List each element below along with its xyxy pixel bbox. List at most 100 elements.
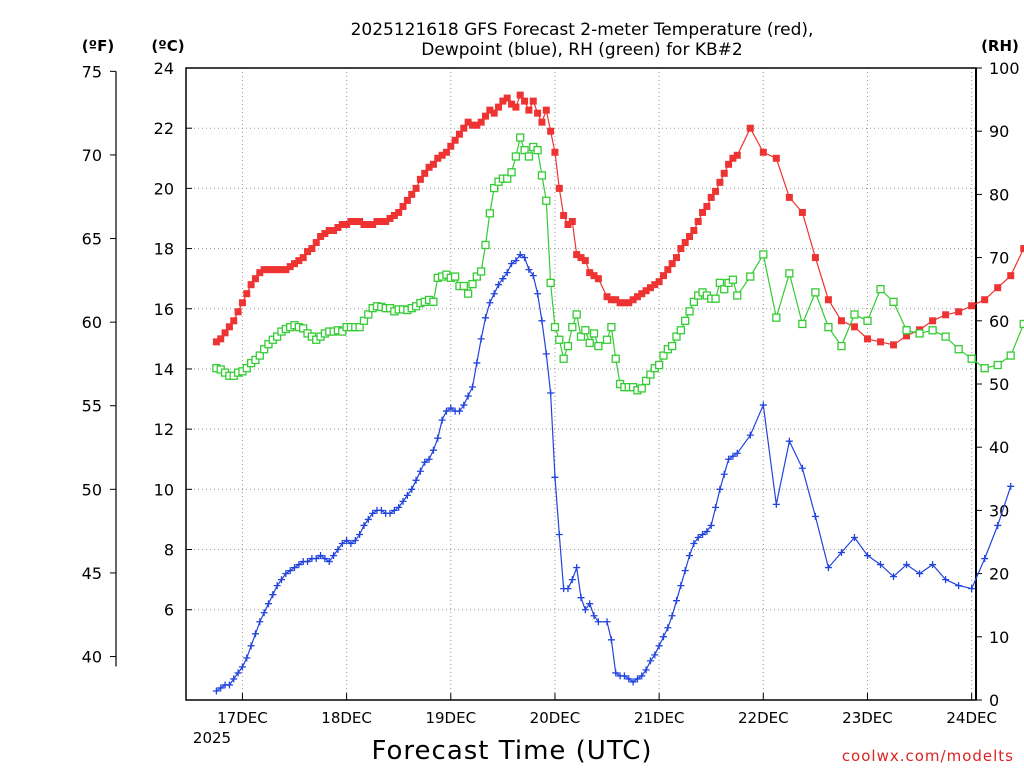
dewpoint-point (629, 678, 637, 686)
rh-point (507, 168, 516, 177)
dewpoint-point (247, 642, 255, 650)
temperature-point (330, 227, 338, 235)
rh-point (668, 341, 677, 351)
x-tick-label: 20DEC (530, 709, 581, 727)
dewpoint-point (903, 561, 911, 569)
temperature-point (486, 106, 494, 114)
dewpoint-point (304, 558, 312, 566)
dewpoint-point (390, 506, 398, 514)
rh-point (672, 332, 681, 341)
temperature-point (903, 332, 911, 340)
temperature-point (642, 287, 650, 295)
dewpoint-point (291, 564, 299, 572)
temperature-point (251, 275, 259, 283)
dewpoint-point (343, 536, 351, 544)
temperature-point (277, 266, 285, 274)
dewpoint-point (837, 549, 845, 557)
dewpoint-point (772, 500, 780, 508)
temperature-point (234, 308, 242, 316)
dewpoint-point (573, 564, 581, 572)
temperature-point (416, 175, 424, 183)
x-tick-label: 23DEC (842, 709, 893, 727)
x-tick-label: 18DEC (321, 709, 372, 727)
rh-point (1019, 319, 1024, 329)
rh-point (641, 376, 651, 385)
dewpoint-point (668, 612, 676, 620)
rh-point (520, 146, 529, 155)
fahrenheit-tick-label: 50 (82, 480, 102, 499)
dewpoint-point (942, 576, 950, 584)
temperature-point (408, 190, 416, 198)
plot-frame (185, 67, 977, 701)
dewpoint-point (490, 290, 498, 298)
dewpoint-point (351, 536, 359, 544)
temperature-point (625, 299, 633, 307)
temperature-point (473, 121, 481, 129)
temperature-point (442, 148, 450, 156)
rh-point (555, 335, 564, 344)
rh-point (533, 146, 542, 155)
temperature-point (212, 338, 220, 346)
temperature-line (216, 93, 1024, 346)
rh-point (546, 278, 555, 288)
dewpoint-point (746, 431, 754, 439)
rh-point (581, 326, 590, 335)
rh-point (689, 297, 699, 306)
rh-point (524, 152, 534, 161)
rh-point (681, 316, 690, 325)
temperature-point (581, 257, 589, 265)
temperature-point (304, 248, 312, 256)
rh-point (485, 209, 494, 218)
dewpoint-point (360, 521, 368, 529)
temperature-point (542, 106, 550, 114)
temperature-point (247, 281, 255, 289)
temperature-point (686, 233, 694, 241)
dewpoint-point (564, 585, 572, 593)
dewpoint-point (542, 350, 550, 358)
dewpoint-point (273, 582, 281, 590)
x-tick-label: 17DEC (217, 709, 268, 727)
dewpoint-point (785, 437, 793, 445)
dewpoint-point (295, 561, 303, 569)
temperature-point (264, 266, 272, 274)
dewpoint-point (486, 299, 494, 307)
dewpoint-point (212, 687, 220, 695)
dewpoint-point (464, 392, 472, 400)
dewpoint-point (529, 272, 537, 280)
rh-point (429, 297, 438, 306)
dewpoint-point (877, 561, 885, 569)
dewpoint-point (759, 401, 767, 409)
dewpoint-point (916, 570, 924, 578)
dewpoint-point (321, 555, 329, 563)
rh-point (715, 278, 725, 288)
dewpoint-point (334, 546, 342, 554)
dewpoint-line (216, 253, 1012, 692)
temperature-point (785, 193, 793, 201)
rh-point (463, 289, 473, 298)
temperature-point (942, 311, 950, 319)
temperature-point (482, 112, 490, 120)
temperature-point (664, 266, 672, 274)
x-tick-label: 19DEC (425, 709, 476, 727)
temperature-point (729, 154, 737, 162)
rh-point (824, 322, 833, 332)
temperature-point (377, 217, 385, 225)
rh-tick-label: 90 (989, 122, 1009, 141)
dewpoint-point (547, 389, 555, 397)
dewpoint-point (395, 503, 403, 511)
temperature-point (955, 308, 963, 316)
dewpoint-point (482, 314, 490, 322)
dewpoint-point (568, 576, 576, 584)
rh-point (928, 326, 937, 335)
dewpoint-point (243, 654, 251, 662)
temperature-point (1007, 272, 1015, 280)
rh-point (490, 183, 499, 193)
dewpoint-point (277, 576, 285, 584)
dewpoint-point (929, 561, 937, 569)
rh-tick-label: 50 (989, 375, 1009, 394)
temperature-point (638, 290, 646, 298)
celsius-tick-label: 6 (164, 601, 174, 620)
temperature-point (451, 136, 459, 144)
dewpoint-point (555, 530, 563, 538)
dewpoint-point (690, 540, 698, 548)
